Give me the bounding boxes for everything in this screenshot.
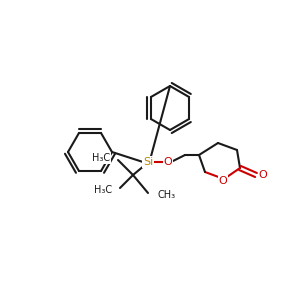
Text: O: O [259, 170, 267, 180]
Text: CH₃: CH₃ [158, 190, 176, 200]
Text: H₃C: H₃C [94, 185, 112, 195]
Text: Si: Si [143, 157, 153, 167]
Text: O: O [164, 157, 172, 167]
Text: O: O [219, 176, 227, 186]
Text: H₃C: H₃C [92, 153, 110, 163]
